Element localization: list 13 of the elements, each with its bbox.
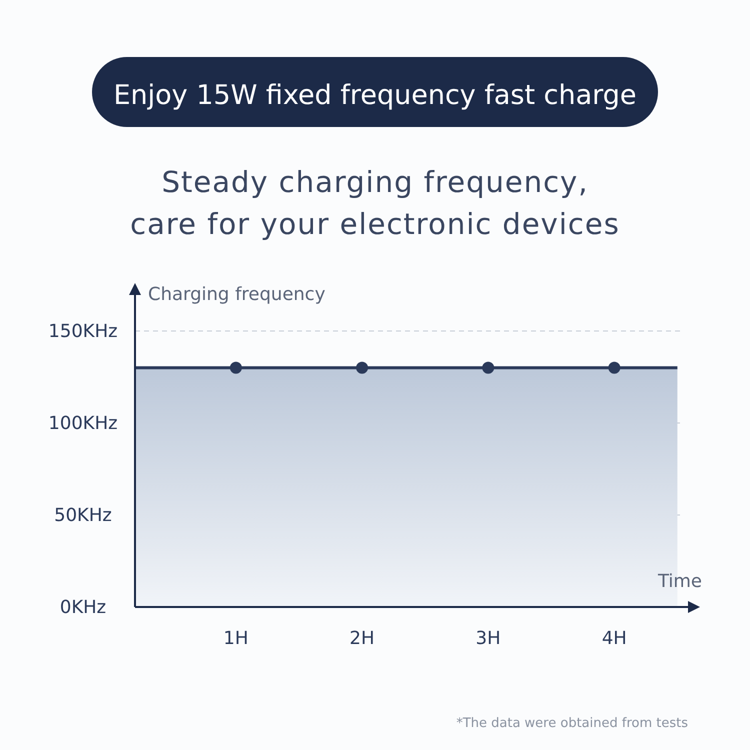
y-tick-label: 150KHz — [48, 321, 118, 342]
y-tick-label: 50KHz — [54, 505, 112, 526]
x-axis-title: Time — [656, 571, 702, 592]
x-tick-label: 3H — [476, 628, 501, 649]
chart-title: Enjoy 15W fixed frequency fast charge — [113, 80, 637, 111]
y-tick-label: 100KHz — [48, 413, 118, 434]
x-tick-label: 2H — [350, 628, 375, 649]
y-axis-title: Charging frequency — [148, 284, 326, 305]
x-tick-label: 4H — [602, 628, 627, 649]
chart-subtitle: Steady charging frequency, care for your electronic devices — [130, 165, 620, 241]
text: *The data were obtained from tests — [456, 716, 688, 731]
y-tick-label: 0KHz — [60, 597, 106, 618]
x-tick-label: 1H — [223, 628, 248, 649]
